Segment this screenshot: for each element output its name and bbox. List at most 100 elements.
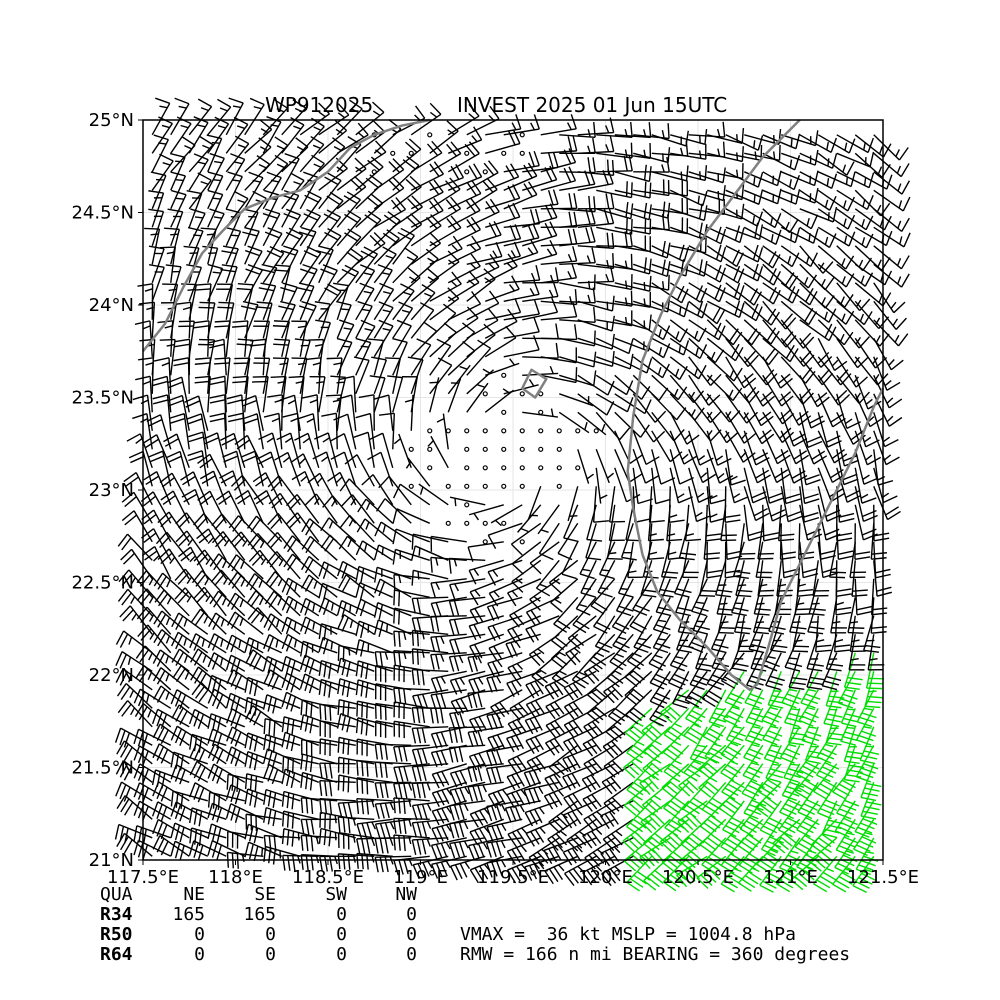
- wind-barb: [688, 244, 727, 263]
- wind-barb: [374, 761, 412, 778]
- coastline: [626, 119, 801, 555]
- wind-barb: [235, 490, 264, 524]
- wind-barb: [835, 560, 852, 597]
- wind-barb: [507, 744, 542, 774]
- wind-barb: [720, 726, 745, 763]
- table-r64-sw: 0: [336, 944, 347, 965]
- wind-barb: [373, 158, 405, 191]
- wind-barb: [469, 596, 505, 624]
- wind-barb: [263, 412, 283, 450]
- wind-barb: [577, 449, 594, 484]
- wind-barb: [501, 150, 507, 156]
- wind-barb: [170, 152, 186, 191]
- wind-barb: [374, 818, 412, 839]
- wind-barb: [318, 191, 344, 228]
- wind-barb: [227, 554, 264, 580]
- wind-barb: [813, 855, 838, 893]
- wind-barb: [501, 428, 507, 434]
- wind-barb: [757, 763, 782, 800]
- wind-barb: [115, 760, 153, 783]
- wind-barb: [633, 615, 653, 654]
- wind-barb: [468, 504, 504, 521]
- wind-barb: [430, 837, 467, 860]
- wind-barb: [228, 515, 264, 543]
- wind-barb: [266, 551, 301, 580]
- wind-barb: [706, 263, 745, 284]
- wind-barb: [467, 541, 504, 562]
- wind-barb: [393, 589, 430, 607]
- wind-barb: [155, 531, 190, 561]
- wind-barb: [482, 446, 488, 452]
- wind-barb: [609, 633, 634, 671]
- x-tick-label: 121°E: [763, 867, 818, 888]
- wind-barb: [704, 726, 727, 764]
- wind-barb: [626, 633, 653, 670]
- wind-barb: [780, 467, 801, 505]
- wind-barb: [762, 282, 800, 304]
- wind-barb: [263, 718, 301, 737]
- wind-barb: [429, 303, 457, 339]
- wind-barb: [174, 568, 209, 598]
- wind-barb: [153, 629, 190, 654]
- wind-barb: [469, 818, 504, 846]
- wind-barb: [526, 744, 560, 775]
- wind-barb: [762, 467, 785, 504]
- wind-barb: [607, 689, 634, 726]
- wind-barb: [449, 781, 486, 805]
- wind-barb: [280, 282, 298, 321]
- wind-barb: [608, 486, 625, 523]
- wind-barb: [648, 486, 665, 523]
- wind-barb: [273, 338, 291, 376]
- wind-barb: [170, 751, 208, 771]
- wind-barb: [739, 800, 764, 837]
- table-header-se: SE: [254, 884, 276, 905]
- wind-barb: [299, 300, 317, 339]
- wind-barb: [540, 114, 577, 136]
- wind-barb: [614, 181, 652, 199]
- wind-barb: [485, 358, 520, 376]
- wind-barb: [411, 726, 449, 744]
- wind-barb: [143, 471, 172, 506]
- wind-barb: [207, 171, 224, 210]
- y-tick-label: 25°N: [89, 110, 134, 131]
- wind-barb: [230, 475, 264, 506]
- wind-barb: [725, 244, 764, 263]
- wind-barb: [706, 374, 743, 402]
- wind-barb: [762, 374, 794, 407]
- wind-barb: [384, 357, 401, 394]
- wind-barb: [708, 689, 729, 728]
- wind-barb: [336, 99, 363, 136]
- wind-barb: [401, 376, 418, 413]
- wind-barb: [189, 760, 227, 783]
- wind-barb: [669, 411, 700, 445]
- wind-barb: [173, 357, 190, 394]
- wind-barb: [123, 472, 153, 506]
- wind-barb: [535, 559, 560, 597]
- wind-barb: [429, 177, 461, 210]
- wind-barb: [797, 781, 821, 820]
- wind-barb: [267, 475, 301, 506]
- wind-barb: [706, 411, 739, 444]
- wind-barb: [662, 855, 690, 892]
- wind-barb: [799, 171, 838, 189]
- wind-barb: [374, 800, 412, 820]
- wind-barb: [651, 467, 671, 505]
- wind-barb: [873, 171, 911, 195]
- wind-barb: [522, 203, 558, 228]
- wind-barb: [408, 483, 414, 489]
- wind-barb: [706, 430, 732, 466]
- wind-barb: [265, 571, 301, 598]
- wind-barb: [171, 612, 209, 635]
- wind-barb: [575, 465, 581, 471]
- wind-barb: [411, 569, 449, 586]
- wind-barb: [558, 411, 590, 434]
- table-r64-nw: 0: [406, 944, 417, 965]
- wind-barb: [180, 471, 209, 506]
- wind-barb: [410, 338, 432, 376]
- wind-barb: [593, 596, 616, 634]
- wind-barb: [485, 297, 522, 321]
- y-tick-label: 22°N: [89, 665, 134, 686]
- wind-barb: [327, 471, 357, 506]
- wind-barb: [662, 726, 690, 762]
- wind-barb: [706, 225, 745, 244]
